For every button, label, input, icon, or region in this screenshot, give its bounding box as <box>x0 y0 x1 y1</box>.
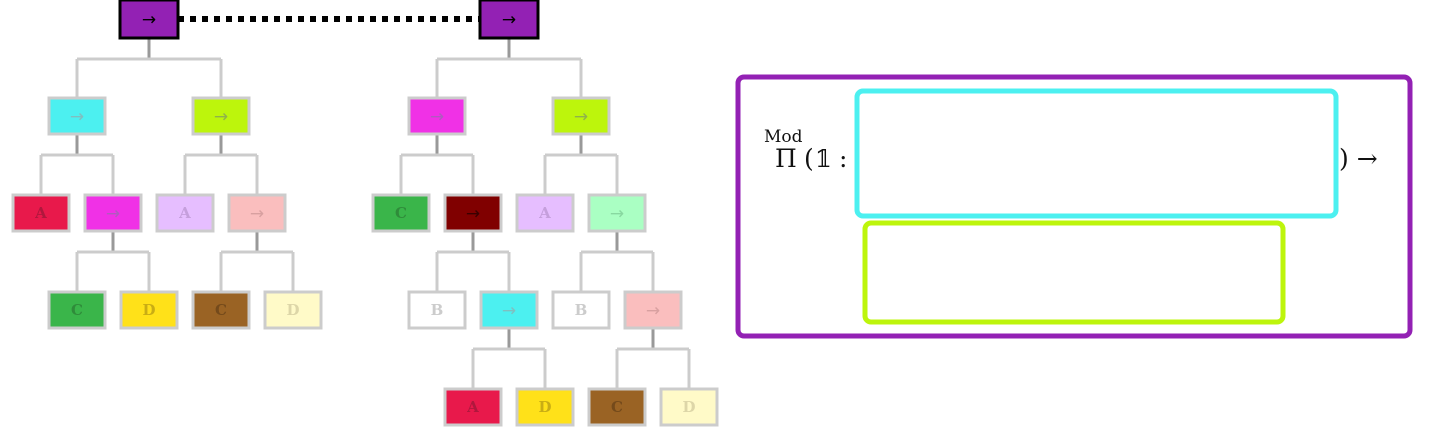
right-tree-node: → <box>479 290 539 330</box>
tree-nodes: A C D → → A C D → → → C B A D → → → A B C D → → → → <box>11 0 719 427</box>
unit-symbol: 𝟙 <box>815 145 832 173</box>
left-tree-node: D <box>263 290 323 330</box>
right-tree-node-box <box>587 193 647 233</box>
left-tree-node: C <box>47 290 107 330</box>
left-tree-node-box <box>119 290 179 330</box>
right-tree-node-label: A <box>538 204 551 222</box>
right-tree-node-box <box>407 290 467 330</box>
right-tree-node-box <box>623 290 683 330</box>
right-tree-node-box <box>551 290 611 330</box>
left-tree-node-label: → <box>70 107 84 127</box>
left-tree-node: C <box>191 290 251 330</box>
outer-purple-box <box>735 74 1413 339</box>
left-tree-node-box <box>11 193 71 233</box>
right-tree-node-label: C <box>395 204 407 222</box>
left-tree-node-box <box>227 193 287 233</box>
left-tree-node-label: A <box>178 204 191 222</box>
left-tree-node-box <box>118 0 180 40</box>
left-tree-node-box <box>47 96 107 136</box>
right-tree-root-node: → <box>478 0 540 40</box>
right-tree-node: C <box>587 387 647 427</box>
left-tree-node: D <box>119 290 179 330</box>
left-tree-node: → <box>227 193 287 233</box>
right-tree-node: → <box>551 96 611 136</box>
colon-symbol: : <box>839 144 847 173</box>
right-tree-node: → <box>407 96 467 136</box>
left-tree-node-label: D <box>286 301 299 319</box>
left-tree-node-box <box>191 290 251 330</box>
right-tree-node-label: → <box>646 301 660 321</box>
right-tree-node-box <box>478 0 540 40</box>
right-tree-node: B <box>551 290 611 330</box>
left-tree-node-box <box>47 290 107 330</box>
right-tree-node-label: → <box>466 204 480 224</box>
right-tree-node-label: → <box>430 107 444 127</box>
left-tree-node-box <box>191 96 251 136</box>
left-tree-node: → <box>191 96 251 136</box>
left-tree-node-label: → <box>214 107 228 127</box>
right-tree-node-box <box>443 387 503 427</box>
right-tree-node-label: B <box>431 301 444 319</box>
left-tree-node: → <box>83 193 143 233</box>
right-tree-node-label: A <box>466 398 479 416</box>
left-tree-node-label: → <box>250 204 264 224</box>
right-tree-node-box <box>443 193 503 233</box>
lime-slot-box <box>862 220 1286 325</box>
left-tree-node-label: → <box>142 10 156 30</box>
right-tree-node: → <box>587 193 647 233</box>
right-tree-node-box <box>515 193 575 233</box>
right-tree-node-label: → <box>502 10 516 30</box>
cyan-slot-box <box>854 88 1339 219</box>
left-tree-node-box <box>263 290 323 330</box>
right-tree-node-label: B <box>575 301 588 319</box>
right-tree-node-box <box>551 96 611 136</box>
left-tree-node-label: C <box>71 301 83 319</box>
right-tree-node: → <box>443 193 503 233</box>
right-tree-node-label: → <box>610 204 624 224</box>
left-tree-node-label: C <box>215 301 227 319</box>
right-tree-node-label: C <box>611 398 623 416</box>
left-tree-node: A <box>155 193 215 233</box>
left-tree-node: A <box>11 193 71 233</box>
right-tree-node-box <box>371 193 431 233</box>
left-tree-node-box <box>83 193 143 233</box>
right-tree-node-label: D <box>682 398 695 416</box>
right-tree-node-box <box>587 387 647 427</box>
right-tree-node-label: → <box>502 301 516 321</box>
right-tree-node: C <box>371 193 431 233</box>
mod-superscript: Mod <box>764 127 803 147</box>
right-tree-node-box <box>659 387 719 427</box>
open-paren: ( <box>804 144 814 173</box>
left-tree-node: → <box>47 96 107 136</box>
left-tree-root-node: → <box>118 0 180 40</box>
right-tree-node-label: D <box>538 398 551 416</box>
right-tree-node: D <box>659 387 719 427</box>
left-tree-node-label: → <box>106 204 120 224</box>
tree-edges <box>39 38 691 389</box>
right-tree-node-box <box>479 290 539 330</box>
right-tree-node: D <box>515 387 575 427</box>
right-tree-node-box <box>407 96 467 136</box>
right-tree-node: → <box>623 290 683 330</box>
right-tree-node: B <box>407 290 467 330</box>
pi-symbol: Π <box>775 144 797 173</box>
right-tree-node-label: → <box>574 107 588 127</box>
right-tree-node: A <box>443 387 503 427</box>
right-tree-node: A <box>515 193 575 233</box>
left-tree-node-label: D <box>142 301 155 319</box>
close-paren-arrow: ) → <box>1339 144 1378 173</box>
left-tree-node-box <box>155 193 215 233</box>
left-tree-node-label: A <box>34 204 47 222</box>
formula-panel: Mod Π ( 𝟙 : ) → <box>735 74 1413 339</box>
right-tree-node-box <box>515 387 575 427</box>
